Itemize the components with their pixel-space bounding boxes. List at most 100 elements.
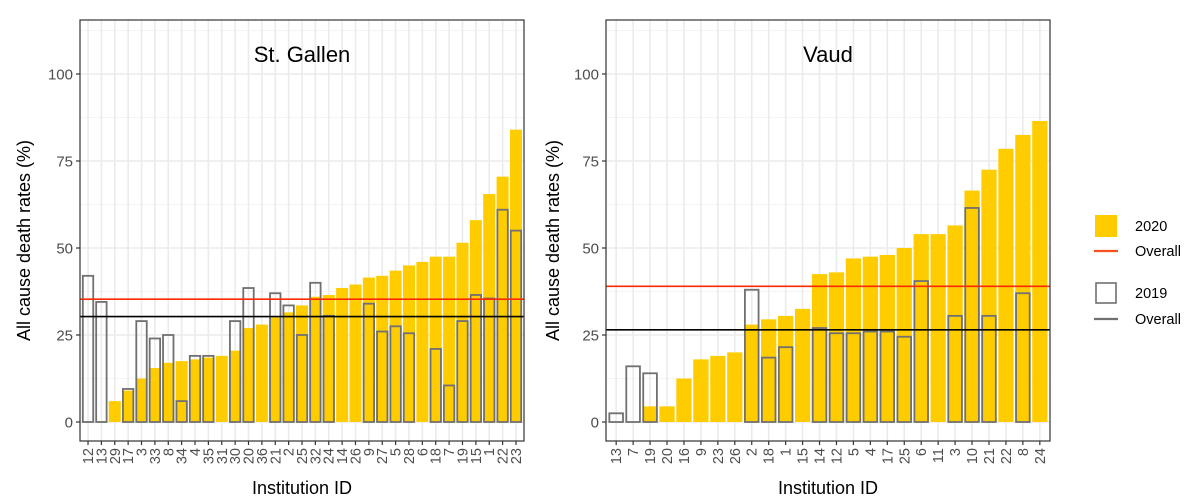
bar-2020 (483, 194, 496, 422)
bar-2020 (309, 296, 322, 422)
y-tick-label: 100 (48, 67, 73, 84)
x-tick-label: 5 (389, 448, 405, 456)
x-tick-label: 1 (482, 448, 498, 456)
bar-2020 (913, 234, 929, 422)
x-tick-label: 36 (255, 448, 271, 464)
x-tick-label: 22 (999, 448, 1015, 464)
bar-2019 (456, 320, 469, 423)
legend-label: 2020 (1135, 219, 1167, 235)
x-tick-label: 20 (242, 448, 258, 464)
bar-2020 (947, 225, 963, 422)
bar-2019 (282, 304, 295, 423)
x-tick-label: 21 (268, 448, 284, 464)
legend-label: Overall (1135, 244, 1181, 260)
bar-2020 (845, 258, 862, 422)
x-tick-label: 24 (1033, 448, 1049, 464)
x-tick-label: 2 (745, 448, 761, 456)
bar-2020 (402, 265, 416, 422)
x-tick-label: 27 (375, 448, 391, 464)
bar-2020 (242, 328, 255, 422)
bar-2020 (443, 256, 456, 422)
bar-2020 (122, 390, 135, 422)
bar-2020 (162, 362, 175, 422)
bar-2020 (676, 378, 692, 422)
x-tick-label: 33 (148, 448, 164, 464)
bar-2020 (930, 234, 946, 422)
bar-2020 (879, 254, 895, 422)
x-tick-label: 9 (694, 448, 710, 456)
x-tick-label: 15 (469, 448, 485, 464)
x-tick-label: 1 (779, 448, 795, 456)
bar-2019 (744, 288, 760, 423)
bar-2020 (896, 248, 912, 422)
x-tick-label: 3 (948, 448, 964, 456)
bar-2020 (693, 359, 709, 422)
bar-2020 (429, 256, 442, 422)
x-tick-label: 18 (762, 448, 778, 464)
bar-2020 (362, 277, 375, 422)
bar-2019 (122, 388, 135, 423)
bar-2020 (188, 359, 202, 422)
bar-2019 (162, 334, 175, 423)
x-tick-label: 2 (282, 448, 298, 456)
bar-2020 (202, 357, 215, 422)
x-tick-label: 12 (829, 448, 845, 464)
bar-2019 (148, 337, 162, 423)
bar-2020 (322, 294, 335, 422)
bar-2020 (175, 361, 188, 422)
y-tick-label: 25 (582, 328, 599, 345)
bar-2020 (828, 272, 845, 422)
bar-2020 (727, 352, 743, 422)
x-tick-label: 26 (348, 448, 364, 464)
bar-2019 (469, 294, 482, 423)
x-tick-label: 13 (94, 448, 110, 464)
x-tick-label: 25 (897, 448, 913, 464)
bar-2020 (389, 270, 402, 422)
bar-2019 (295, 334, 309, 423)
x-axis-label: Institution ID (252, 478, 352, 498)
panel-border (605, 19, 1051, 442)
bar-2020 (998, 148, 1014, 422)
bar-2020 (108, 401, 121, 422)
bar-2019 (309, 281, 322, 423)
panel-title: St. Gallen (254, 42, 351, 67)
x-tick-label: 25 (295, 448, 311, 464)
bar-2019 (811, 327, 828, 423)
bar-2020 (416, 261, 429, 422)
bar-2019 (625, 365, 641, 423)
bar-2020 (229, 350, 242, 422)
bar-2019 (95, 301, 108, 423)
bar-2020 (255, 324, 268, 422)
bar-2020 (215, 355, 228, 422)
bar-2020 (659, 406, 675, 422)
bar-2020 (336, 288, 349, 422)
bar-2019 (1015, 292, 1031, 423)
x-tick-label: 15 (796, 448, 812, 464)
bar-2020 (509, 129, 522, 422)
bar-2019 (828, 332, 845, 423)
x-tick-label: 17 (121, 448, 137, 464)
bar-2020 (778, 315, 794, 422)
bar-2020 (135, 378, 148, 422)
x-tick-label: 16 (677, 448, 693, 464)
bar-2020 (376, 275, 389, 422)
x-tick-label: 14 (335, 448, 351, 464)
x-tick-label: 22 (496, 448, 512, 464)
y-axis-label: All cause death rates (%) (14, 140, 34, 341)
x-tick-label: 9 (362, 448, 378, 456)
bar-2019 (242, 287, 255, 423)
x-tick-label: 31 (215, 448, 231, 464)
bar-2020 (1015, 134, 1031, 422)
x-tick-label: 10 (965, 448, 981, 464)
bar-2019 (81, 274, 95, 423)
x-tick-label: 30 (228, 448, 244, 464)
bar-2019 (862, 330, 879, 423)
legend-key-2020 (1095, 215, 1117, 237)
bar-2020 (981, 169, 997, 422)
x-tick-label: 34 (175, 448, 191, 464)
bar-2020 (710, 355, 726, 422)
bar-2019 (442, 384, 456, 423)
